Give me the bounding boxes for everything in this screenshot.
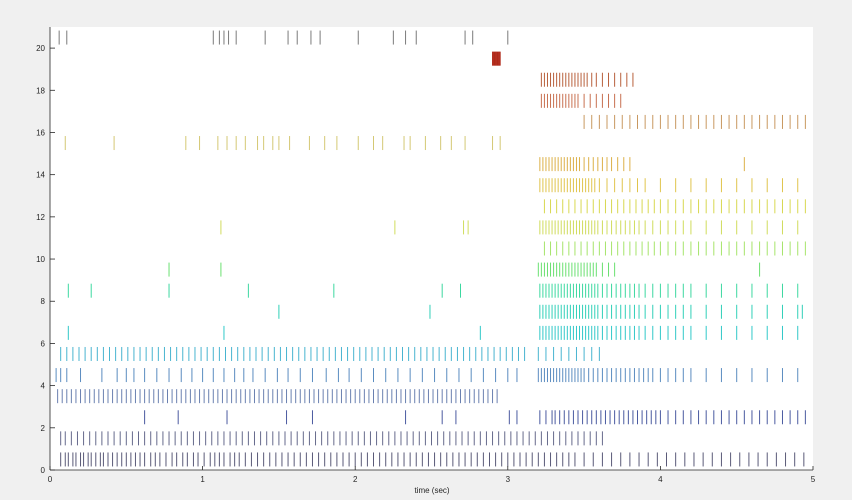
trial-4-spikes — [57, 389, 498, 404]
y-tick-label: 20 — [36, 44, 45, 53]
x-tick-label: 4 — [658, 475, 663, 484]
trial-12-spikes — [220, 220, 799, 235]
x-tick-label: 2 — [353, 475, 358, 484]
x-tick-label: 3 — [506, 475, 511, 484]
trial-21-spikes — [58, 30, 509, 45]
trial-1-spikes — [60, 452, 805, 467]
y-tick-label: 14 — [36, 171, 45, 180]
y-tick-label: 16 — [36, 128, 45, 137]
x-tick-label: 5 — [811, 475, 816, 484]
x-tick-label: 0 — [48, 475, 53, 484]
trial-17-spikes — [583, 114, 806, 129]
plot-area — [50, 27, 813, 470]
trial-7-spikes — [67, 325, 799, 340]
y-tick-label: 12 — [36, 213, 45, 222]
trial-6-spikes — [60, 346, 600, 361]
trial-2-spikes — [60, 431, 603, 446]
spike-layer — [55, 30, 806, 467]
y-tick-label: 4 — [41, 382, 46, 391]
trial-5-spikes — [55, 368, 799, 383]
x-tick-label: 1 — [200, 475, 205, 484]
trial-9-spikes — [67, 283, 799, 298]
trial-19-spikes — [540, 72, 634, 87]
trial-15-spikes — [539, 157, 745, 172]
trial-10-spikes — [168, 262, 761, 277]
y-tick-label: 2 — [41, 424, 46, 433]
y-tick-label: 8 — [41, 297, 46, 306]
trial-14-spikes — [539, 178, 799, 193]
y-tick-label: 0 — [41, 466, 46, 475]
y-tick-label: 10 — [36, 255, 45, 264]
y-tick-label: 18 — [36, 86, 45, 95]
x-axis-label: time (sec) — [414, 486, 449, 495]
trial-13-spikes — [543, 199, 806, 214]
trial-16-spikes — [64, 136, 501, 151]
trial-11-spikes — [543, 241, 806, 256]
trial-20-spikes — [492, 51, 501, 66]
trial-18-spikes — [540, 93, 622, 108]
y-tick-label: 6 — [41, 339, 46, 348]
trial-8-spikes — [278, 304, 803, 319]
trial-3-spikes — [144, 410, 806, 425]
